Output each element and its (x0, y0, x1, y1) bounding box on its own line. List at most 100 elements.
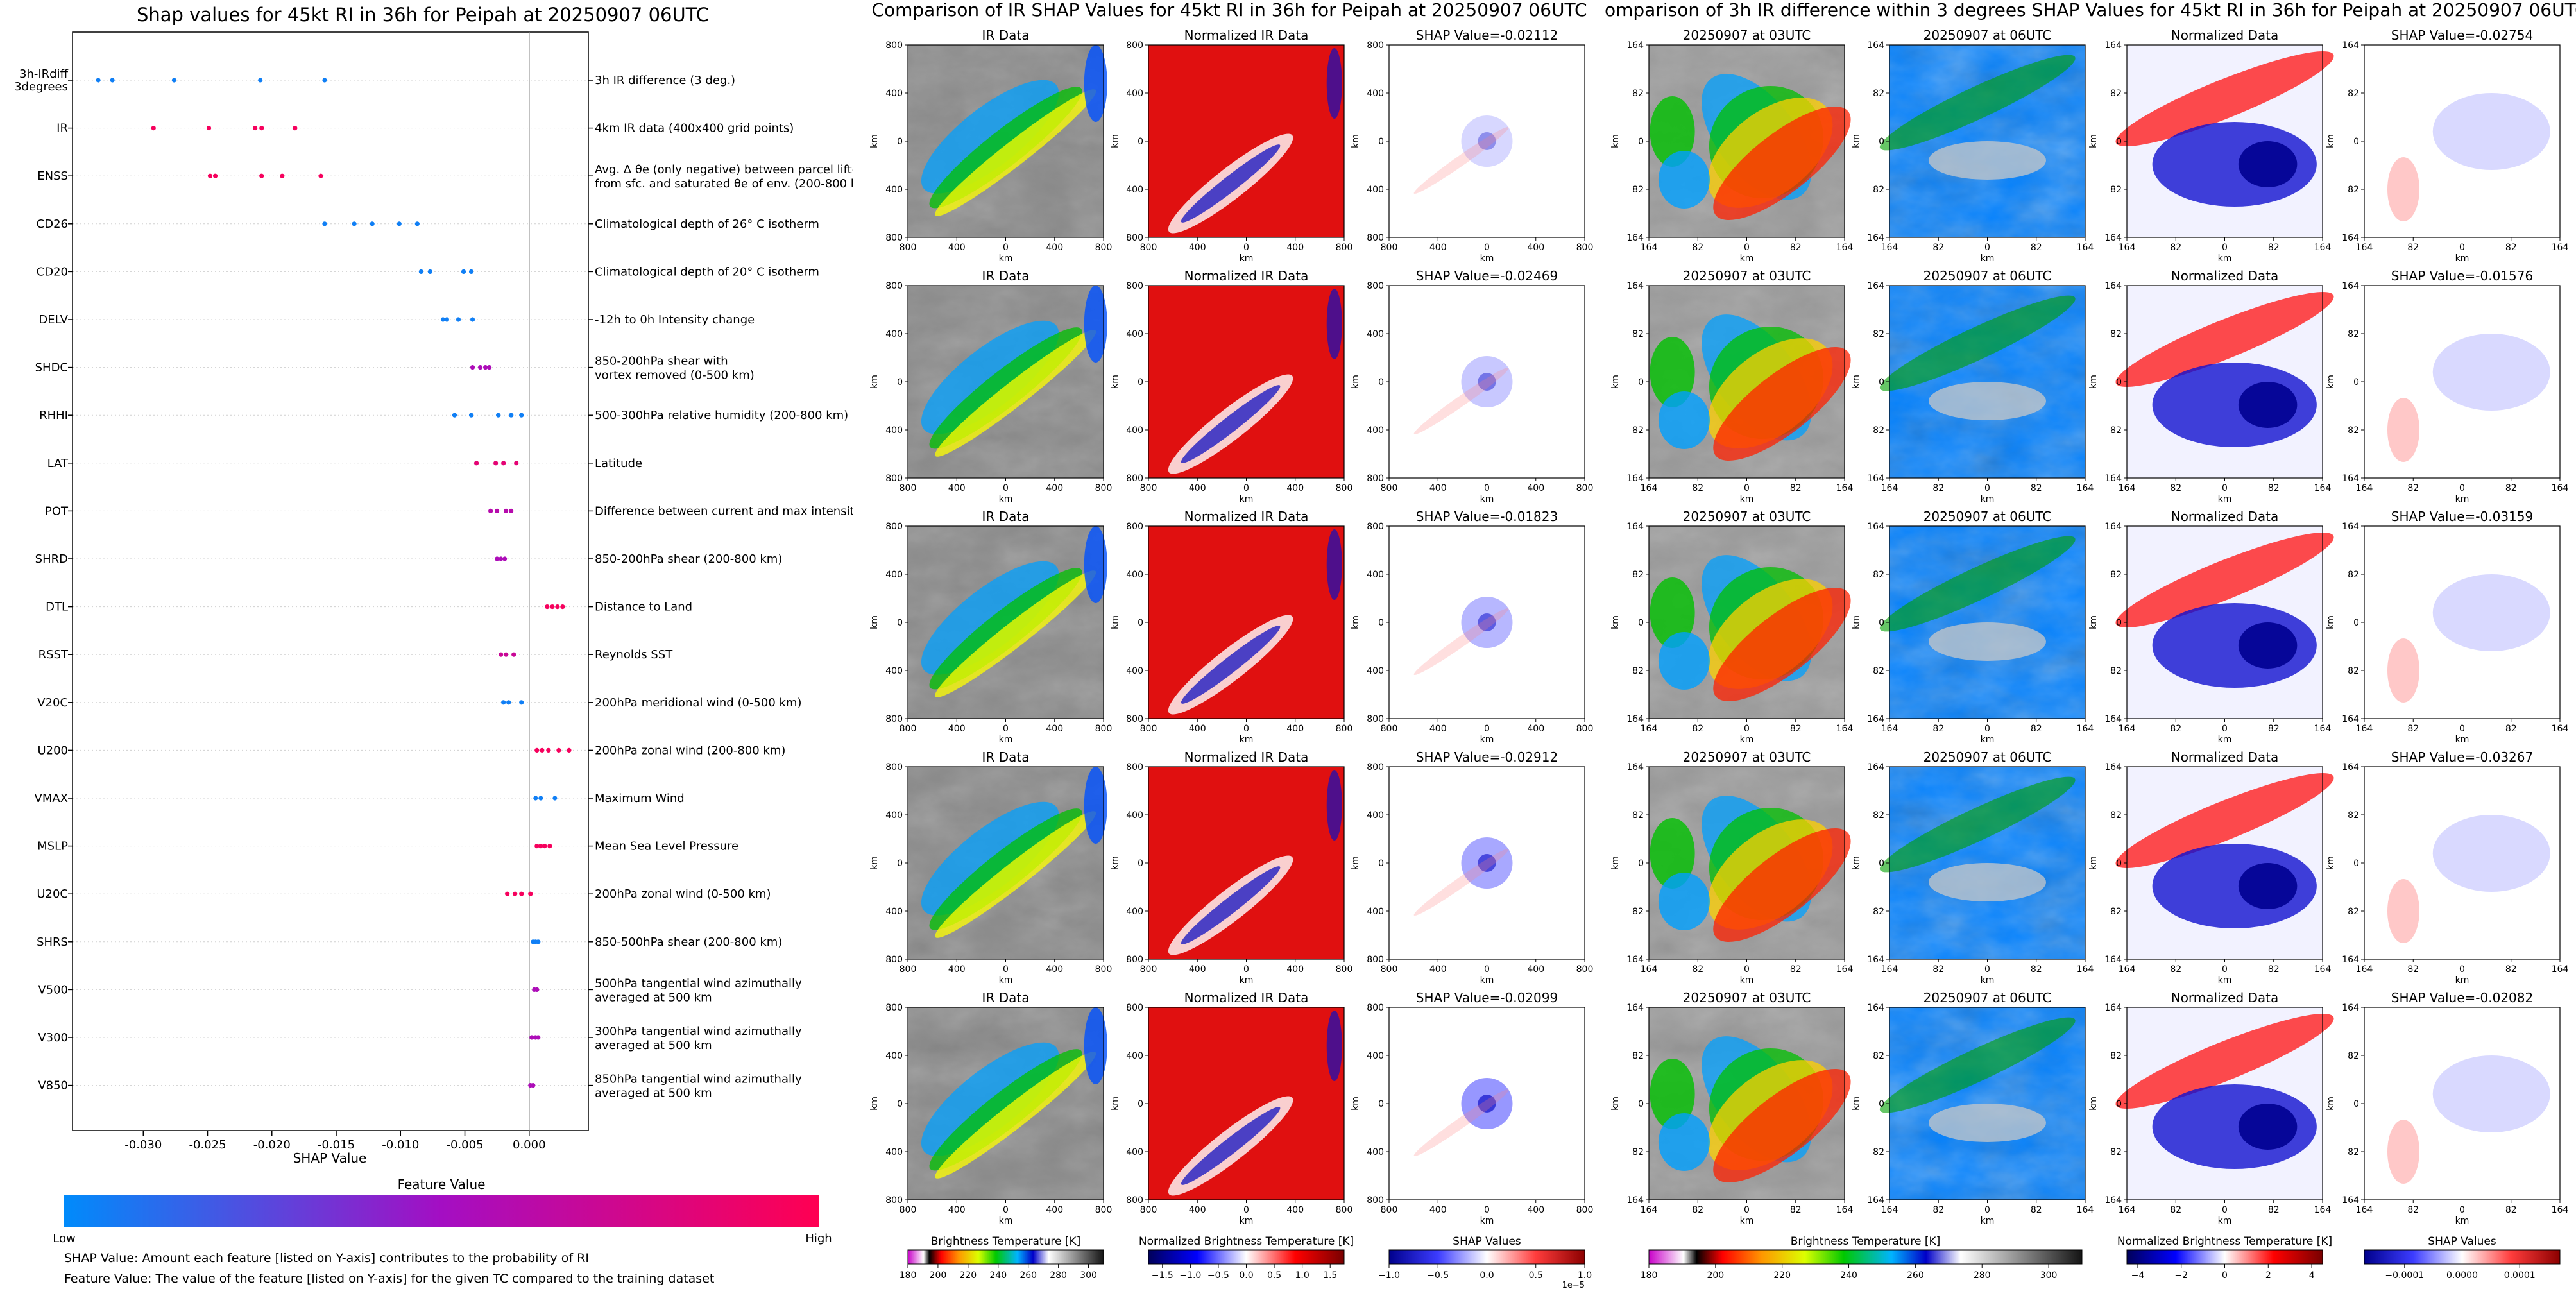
shap-blob (1461, 115, 1513, 167)
y-tick-label: 82 (1873, 89, 1884, 99)
shap-point (513, 891, 518, 896)
x-tick-label: 164 (1881, 243, 1898, 253)
x-tick-label: 400 (1046, 483, 1063, 493)
normalized-feature (1326, 48, 1342, 119)
y-tick-label: 400 (885, 1051, 903, 1061)
normalized-feature (2115, 51, 2334, 146)
shap-point (151, 126, 156, 131)
y-tick-label: 82 (2110, 329, 2122, 339)
feature-value-colorbar (64, 1195, 819, 1227)
convection-band (1929, 141, 2046, 180)
y-axis-label: km (1851, 615, 1861, 629)
x-tick-label: 0 (2459, 1205, 2465, 1215)
y-tick-label: 164 (1626, 281, 1644, 291)
convection-band (1084, 526, 1107, 603)
x-tick-label: 800 (1576, 243, 1594, 253)
shap-point (414, 221, 420, 226)
x-tick-label: 164 (2077, 964, 2094, 975)
feature-name-label: SHDC (35, 361, 68, 375)
shap-point (499, 556, 504, 561)
y-tick-label: 400 (885, 185, 903, 195)
y-tick-label: 0 (2353, 377, 2359, 388)
x-tick-label: 82 (1790, 483, 1802, 493)
shap-blob (1478, 373, 1496, 391)
y-tick-label: 164 (1626, 233, 1644, 243)
x-tick-label: 800 (1381, 243, 1398, 253)
shap-point (555, 604, 560, 610)
x-tick-label: 82 (1692, 724, 1703, 734)
panel-title: 20250907 at 03UTC (1683, 749, 1811, 765)
y-tick-label: 800 (1367, 40, 1384, 51)
y-tick-label: 0 (897, 377, 903, 388)
x-tick-label: 164 (2356, 483, 2373, 493)
y-tick-label: 82 (2110, 570, 2122, 580)
x-tick-label: 82 (1932, 1205, 1944, 1215)
shap-point (259, 126, 264, 131)
y-tick-label: 800 (885, 1003, 903, 1013)
x-tick-label: 0 (1984, 483, 1990, 493)
x-tick-label: 164 (2552, 1205, 2569, 1215)
x-tick-label: 82 (2505, 964, 2517, 975)
y-tick-label: 82 (2110, 907, 2122, 917)
panel-title: Normalized Data (2171, 28, 2279, 43)
x-tick-label: 800 (1381, 964, 1398, 975)
y-tick-label: 0 (2116, 618, 2122, 628)
x-tick-label: 0 (1744, 483, 1750, 493)
x-tick-label: 0 (1003, 243, 1009, 253)
x-axis-label: km (1981, 494, 1995, 504)
y-tick-label: 82 (2348, 907, 2359, 917)
colorbar: SHAP Values −0.0001 0.0000 0.0001 (2364, 1235, 2561, 1281)
x-tick-label: 164 (1641, 1205, 1658, 1215)
panel-image (2364, 526, 2560, 719)
y-tick-label: 164 (1867, 522, 1884, 532)
y-tick-label: 0 (1378, 858, 1384, 869)
y-axis-label: km (2088, 375, 2099, 389)
x-tick-label: 82 (2268, 1205, 2280, 1215)
colorbar-tick-label: 240 (989, 1270, 1007, 1281)
panel-title: SHAP Value=-0.03159 (2391, 509, 2533, 524)
feature-name-label: ENSS (37, 169, 68, 183)
colorbar-tick-label: 220 (1773, 1270, 1791, 1281)
y-axis-label: km (2326, 615, 2336, 629)
normalized-feature (2115, 292, 2334, 387)
panel-title: IR Data (982, 509, 1030, 524)
y-tick-label: 400 (1126, 1051, 1143, 1061)
x-tick-label: 82 (2505, 1205, 2517, 1215)
x-tick-label: 0 (2222, 724, 2228, 734)
panel-title: 20250907 at 03UTC (1683, 268, 1811, 284)
y-tick-label: 164 (1626, 522, 1644, 532)
y-tick-label: 82 (1873, 185, 1884, 195)
convection-band (921, 80, 1059, 194)
feature-description-label: 200hPa meridional wind (0-500 km) (595, 696, 801, 710)
y-tick-label: 800 (1367, 233, 1384, 243)
y-tick-label: 82 (2348, 666, 2359, 676)
panel-title: Normalized IR Data (1184, 268, 1309, 284)
shap-point (495, 556, 500, 561)
y-tick-label: 82 (1873, 570, 1884, 580)
shap-point (545, 604, 550, 610)
feature-description-label: 300hPa tangential wind azimuthally averag… (595, 1025, 802, 1052)
shap-point (322, 221, 327, 226)
normalized-feature (2238, 141, 2298, 187)
convection-band (1929, 382, 2046, 420)
x-tick-label: 0 (1243, 483, 1249, 493)
colorbar: SHAP Values −1.0 −0.5 0.0 0.5 1.01e−5 (1378, 1235, 1592, 1289)
x-axis-label: km (1240, 1216, 1254, 1226)
x-tick-label: 82 (2268, 483, 2280, 493)
feature-description-label: 850hPa tangential wind azimuthally averag… (595, 1073, 802, 1100)
y-tick-label: 400 (1126, 570, 1143, 580)
x-tick-label: 0 (1003, 1205, 1009, 1215)
feature-description-label: Mean Sea Level Pressure (595, 840, 738, 853)
x-tick-label: 400 (1189, 724, 1206, 734)
y-axis-label: km (2088, 856, 2099, 870)
colorbar-gradient (1388, 1249, 1585, 1265)
x-tick-label: 82 (1932, 964, 1944, 975)
shap-point (556, 747, 561, 753)
y-tick-label: 400 (1367, 329, 1384, 339)
x-tick-label: 164 (2314, 1205, 2332, 1215)
x-tick-label: 400 (1527, 483, 1544, 493)
x-tick-label: 400 (1046, 724, 1063, 734)
